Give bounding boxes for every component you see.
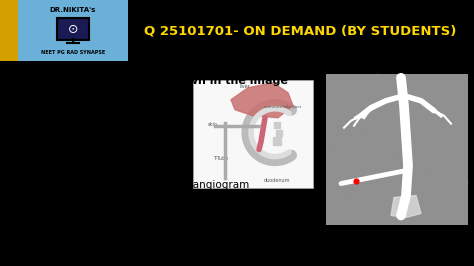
Text: common bile duct: common bile duct [264,105,301,109]
Text: liver: liver [240,84,250,89]
Bar [18,0,128,61]
FancyBboxPatch shape [57,18,89,40]
Text: a.   MRCP: a. MRCP [8,111,56,121]
Text: d.   Perhepatic transcutaneous cholangiogram: d. Perhepatic transcutaneous cholangiogr… [8,180,249,190]
Bar [193,80,313,188]
Text: b.   ERCP: b. ERCP [8,134,55,144]
Bar [326,74,468,226]
Text: skin: skin [208,122,218,127]
Text: DR.NIKITA's: DR.NIKITA's [50,7,96,13]
Text: c.   T tube cholangiogram: c. T tube cholangiogram [8,157,142,167]
Polygon shape [391,196,421,218]
Text: Identify the investigation shown in the image: Identify the investigation shown in the … [3,76,288,86]
Text: NEET PG RAD SYNAPSE: NEET PG RAD SYNAPSE [41,50,105,55]
Text: duodenum: duodenum [264,177,290,182]
Bar [0,0,18,61]
Text: T-Tube: T-Tube [213,156,228,161]
Text: ⊙: ⊙ [68,23,78,36]
Polygon shape [231,83,293,118]
Text: Q 25101701- ON DEMAND (BY STUDENTS): Q 25101701- ON DEMAND (BY STUDENTS) [144,24,456,38]
